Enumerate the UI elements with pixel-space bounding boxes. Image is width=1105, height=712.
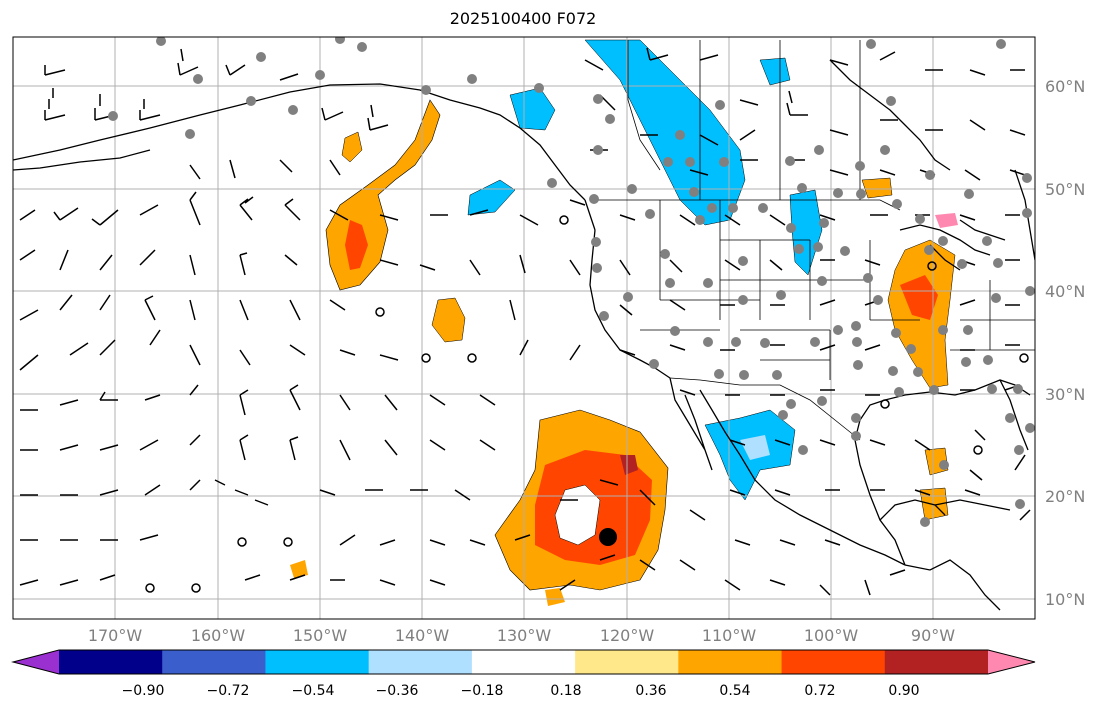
map-title: 2025100400 F072 <box>449 9 597 28</box>
colorbar-segment <box>471 650 576 674</box>
colorbar-segment <box>59 650 163 674</box>
coast-gulf-mexico <box>854 379 1031 566</box>
colorbar-extend-high <box>988 650 1035 674</box>
coast-cuba <box>934 499 1011 511</box>
orange-shade-offshore <box>431 297 466 343</box>
map-border <box>12 36 1036 620</box>
colorbar-tick-label: 0.72 <box>804 683 836 699</box>
coast-alaska-south <box>13 83 586 201</box>
lon-label-110w: 110°W <box>701 626 757 645</box>
lon-label-160w: 160°W <box>190 626 246 645</box>
lat-label-20n: 20°N <box>1045 487 1086 506</box>
coast-hawaii <box>214 479 269 506</box>
colorbar-tick-label: −0.36 <box>375 683 419 699</box>
orange-shade-small-2 <box>545 588 565 606</box>
coast-aleutians <box>13 149 151 171</box>
lat-label-60n: 60°N <box>1045 77 1086 96</box>
border-us-mexico <box>669 377 861 441</box>
colorbar-segment <box>781 650 886 674</box>
red-shade-midwest <box>900 275 938 320</box>
lat-label-50n: 50°N <box>1045 180 1086 199</box>
pink-shade-east <box>935 213 958 228</box>
lon-label-170w: 170°W <box>87 626 143 645</box>
colorbar-tick-label: −0.18 <box>460 683 504 699</box>
orange-shade-small-1 <box>341 131 363 163</box>
coast-great-lakes <box>899 219 1006 271</box>
lon-label-120w: 120°W <box>599 626 655 645</box>
lon-label-150w: 150°W <box>292 626 348 645</box>
colorbar-segment <box>368 650 473 674</box>
colorbar-outline <box>11 649 1036 675</box>
colorbar-tick-label: 0.18 <box>550 683 582 699</box>
calm-circles <box>145 215 1029 593</box>
tropical-cyclone-marker <box>599 528 617 546</box>
blue-shade-bc-3 <box>759 57 791 86</box>
orange-shade-small-3 <box>290 560 308 578</box>
coast-yucatan <box>879 499 946 521</box>
colorbar-segment <box>575 650 679 674</box>
coast-central-america <box>904 559 1001 611</box>
colorbar-segment <box>678 650 783 674</box>
gridlines <box>13 37 1035 619</box>
lat-label-40n: 40°N <box>1045 282 1086 301</box>
border-alaska-canada <box>627 40 661 171</box>
wind-barbs <box>19 47 1031 596</box>
red-shade-gulf-alaska <box>345 220 368 270</box>
lat-label-10n: 10°N <box>1045 590 1086 609</box>
lon-label-90w: 90°W <box>910 626 956 645</box>
colorbar-segment <box>162 650 266 674</box>
coast-bc <box>584 199 596 231</box>
colorbar-tick-label: −0.72 <box>206 683 250 699</box>
colorbar-tick-label: 0.54 <box>719 683 751 699</box>
colorbar-tick-label: −0.54 <box>291 683 335 699</box>
lon-label-100w: 100°W <box>803 626 859 645</box>
colorbar-segment <box>265 650 370 674</box>
coast-hudson <box>829 59 951 171</box>
colorbar-tick-label: 0.90 <box>888 683 920 699</box>
darkred-shade-cyclone <box>620 455 638 475</box>
colorbar-extend-low <box>13 650 59 674</box>
lat-label-30n: 30°N <box>1045 385 1086 404</box>
lon-label-130w: 130°W <box>496 626 552 645</box>
coast-baja <box>669 377 713 471</box>
lon-label-140w: 140°W <box>394 626 450 645</box>
coastlines <box>13 59 1035 611</box>
colorbar <box>11 649 1036 675</box>
border-us-canada <box>595 199 901 211</box>
coast-mexico-west <box>699 389 906 566</box>
station-dots <box>108 37 1035 527</box>
lightblue-shade-mexico <box>740 435 770 460</box>
colorbar-tick-label: −0.90 <box>121 683 165 699</box>
shading-layer <box>290 39 958 606</box>
colorbar-segment <box>884 650 989 674</box>
map-plot-area <box>13 37 1035 619</box>
colorbar-tick-label: 0.36 <box>635 683 667 699</box>
orange-shade-canada-east <box>861 177 893 199</box>
